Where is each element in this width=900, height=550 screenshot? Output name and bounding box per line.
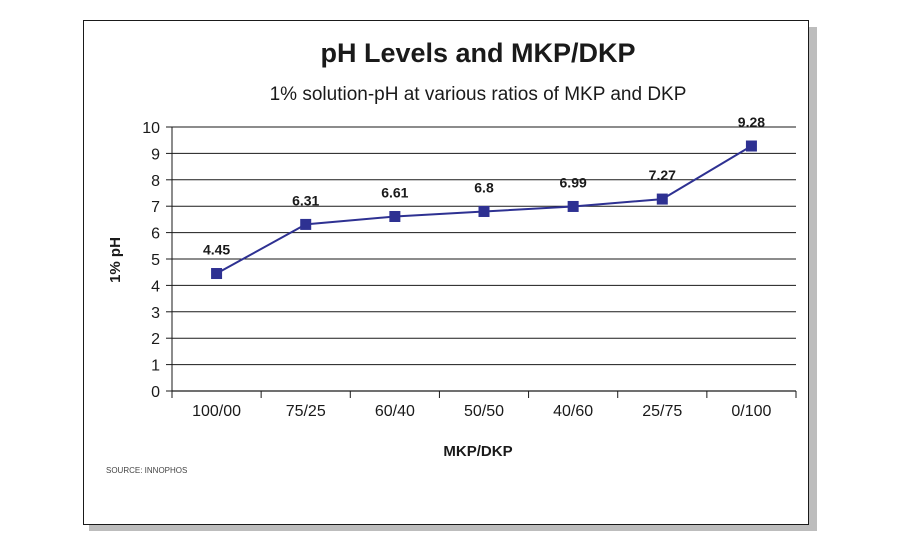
x-axis-label: MKP/DKP	[443, 443, 512, 460]
data-point-6	[745, 140, 757, 152]
data-label-2: 6.61	[381, 184, 408, 200]
x-tick-label-0: 100/00	[192, 403, 241, 420]
data-point-5	[656, 193, 668, 205]
y-tick-label-9: 9	[151, 146, 160, 163]
axes	[166, 126, 797, 398]
source-note: SOURCE: INNOPHOS	[106, 466, 187, 475]
x-tick-labels: 100/00 75/25 60/40 50/50 40/60 25/75 0/100	[192, 403, 771, 420]
y-tick-label-0: 0	[151, 384, 160, 401]
data-label-3: 6.8	[474, 179, 494, 195]
data-point-3	[478, 205, 490, 217]
y-tick-label-3: 3	[151, 305, 160, 322]
y-tick-label-1: 1	[151, 358, 160, 375]
data-point-1	[300, 218, 312, 230]
x-tick-label-5: 25/75	[642, 403, 682, 420]
x-tick-label-2: 60/40	[375, 403, 415, 420]
y-tick-label-7: 7	[151, 199, 160, 216]
chart-frame	[83, 20, 809, 525]
x-tick-label-1: 75/25	[286, 403, 326, 420]
data-markers	[211, 140, 757, 280]
y-tick-label-8: 8	[151, 173, 160, 190]
data-label-1: 6.31	[292, 192, 319, 208]
x-tick-label-6: 0/100	[731, 403, 771, 420]
y-tick-labels: 0 1 2 3 4 5 6 7 8 9 10	[142, 120, 160, 401]
y-tick-label-4: 4	[151, 278, 160, 295]
x-tick-label-3: 50/50	[464, 403, 504, 420]
data-label-4: 6.99	[560, 174, 587, 190]
data-point-4	[567, 200, 579, 212]
data-label-5: 7.27	[649, 167, 676, 183]
y-tick-label-2: 2	[151, 331, 160, 348]
data-point-0	[211, 268, 223, 280]
y-tick-label-10: 10	[142, 120, 160, 137]
data-labels: 4.45 6.31 6.61 6.8 6.99 7.27 9.28	[203, 114, 765, 258]
y-tick-label-5: 5	[151, 252, 160, 269]
data-label-0: 4.45	[203, 242, 230, 258]
data-point-2	[389, 210, 401, 222]
y-tick-label-6: 6	[151, 226, 160, 243]
data-label-6: 9.28	[738, 114, 765, 130]
x-tick-label-4: 40/60	[553, 403, 593, 420]
chart-subtitle: 1% solution-pH at various ratios of MKP …	[270, 84, 687, 105]
y-axis-label: 1% pH	[107, 237, 124, 283]
chart-title: pH Levels and MKP/DKP	[320, 38, 635, 68]
